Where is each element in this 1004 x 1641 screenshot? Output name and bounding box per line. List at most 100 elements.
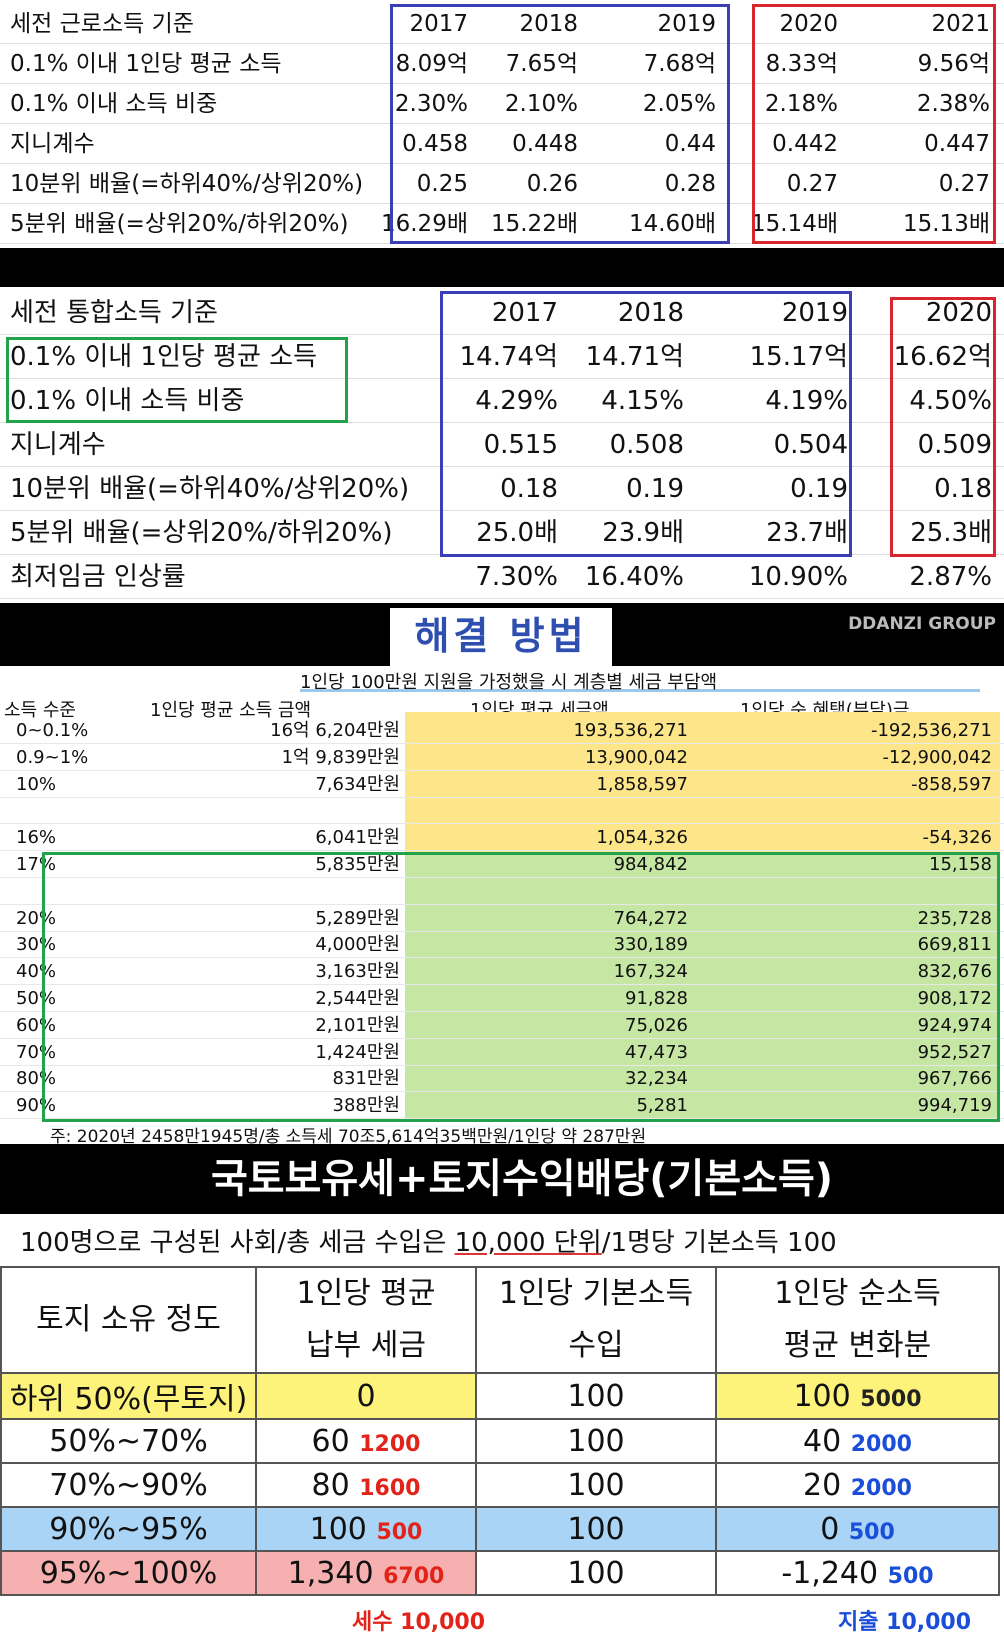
- cell: 70%~90%: [0, 1462, 257, 1508]
- cell: 0.509: [917, 430, 992, 460]
- column-header: 1인당 순소득 평균 변화분: [715, 1266, 1000, 1374]
- header-row: 세전 통합소득 기준 2017 2018 2019 2020: [0, 291, 1004, 335]
- cell: 0.19: [626, 474, 684, 504]
- footnote: 주: 2020년 2458만1945명/총 소득세 70조5,614억35백만원…: [50, 1127, 647, 1147]
- header-row: 토지 소유 정도 1인당 평균 납부 세금 1인당 기본소득 수입 1인당 순소득 평…: [0, 1266, 1000, 1374]
- subtitle-underlined: 10,000 단위: [454, 1228, 602, 1258]
- table-row: 40% 3,163만원 167,324 832,676: [0, 959, 1004, 986]
- cell: -54,326: [922, 827, 992, 849]
- cell: 6,041만원: [315, 827, 400, 849]
- cell: 17%: [16, 854, 57, 875]
- table-row: 지니계수 0.458 0.448 0.44 0.442 0.447: [0, 124, 1004, 164]
- cell-note: 1600: [359, 1475, 421, 1501]
- row-label: 10분위 배율(=하위40%/상위20%): [10, 171, 364, 197]
- cell: 908,172: [917, 988, 992, 1009]
- row-label: 지니계수: [10, 131, 95, 157]
- cell: 10%: [16, 773, 57, 795]
- cell-value: 80: [311, 1467, 350, 1503]
- header-line: 납부 세금: [306, 1328, 426, 1363]
- cell: 100: [475, 1462, 717, 1508]
- cell: 40 2000: [715, 1418, 1000, 1464]
- cell: 0~0.1%: [16, 720, 89, 741]
- header-row: 세전 근로소득 기준 2017 2018 2019 2020 2021: [0, 4, 1004, 44]
- table-row: 0.1% 이내 소득 비중 4.29% 4.15% 4.19% 4.50%: [0, 379, 1004, 423]
- cell-value: 40: [803, 1423, 842, 1459]
- table-row: 5분위 배율(=상위20%/하위20%) 16.29배 15.22배 14.60…: [0, 204, 1004, 244]
- cell: 4.50%: [909, 386, 992, 416]
- cell: 8.09억: [395, 51, 468, 77]
- table-subtitle: 1인당 100만원 지원을 가정했을 시 계층별 세금 부담액: [300, 668, 980, 693]
- row-label: 5분위 배율(=상위20%/하위20%): [10, 518, 393, 548]
- cell: 5,835만원: [315, 854, 400, 875]
- cell: 15.22배: [490, 211, 578, 237]
- cell: 0.18: [934, 474, 992, 504]
- cell: 25.3배: [910, 518, 992, 548]
- table-row: 30% 4,000만원 330,189 669,811: [0, 932, 1004, 959]
- cell: 90%~95%: [0, 1506, 257, 1552]
- cell: 0.458: [402, 131, 468, 157]
- table-row: 16% 6,041만원 1,054,326 -54,326: [0, 825, 1004, 852]
- table-row: [0, 798, 1004, 825]
- cell: 952,527: [917, 1041, 992, 1063]
- cell: 80 1600: [255, 1462, 477, 1508]
- cell: 16.29배: [380, 211, 468, 237]
- cell-note: 5000: [860, 1386, 922, 1412]
- cell-note: 2000: [850, 1431, 912, 1457]
- table-title: 세전 통합소득 기준: [10, 298, 218, 328]
- brand-watermark: DDANZI GROUP: [848, 614, 996, 634]
- row-label: 0.1% 이내 1인당 평균 소득: [10, 51, 282, 77]
- year-header: 2017: [491, 298, 558, 328]
- cell: 2.87%: [909, 562, 992, 592]
- cell: 15,158: [929, 854, 992, 875]
- cell: 100: [475, 1550, 717, 1596]
- cell: 40%: [16, 961, 57, 983]
- cell-note: 500: [848, 1519, 895, 1545]
- cell-value: 0: [820, 1511, 840, 1547]
- burden-highlight: [405, 712, 1000, 854]
- cell-note: 6700: [383, 1563, 445, 1589]
- basic-income-table: 토지 소유 정도 1인당 평균 납부 세금 1인당 기본소득 수입 1인당 순소득 평…: [0, 1266, 1000, 1596]
- cell: 2.38%: [916, 91, 990, 117]
- title-bar: 해결 방법 DDANZI GROUP: [0, 604, 1004, 666]
- cell: 832,676: [917, 961, 992, 983]
- row-label: 0.1% 이내 1인당 평균 소득: [10, 342, 318, 372]
- cell: 4.29%: [475, 386, 558, 416]
- cell-value: -1,240: [781, 1555, 879, 1591]
- cell: 0.9~1%: [16, 746, 89, 768]
- header-line: 평균 변화분: [783, 1328, 932, 1363]
- cell-value: 100: [309, 1511, 367, 1547]
- subtitle-text: /1명당 기본소득 100: [601, 1228, 837, 1258]
- row-label: 지니계수: [10, 430, 106, 460]
- table-subtitle: 100명으로 구성된 사회/총 세금 수입은 10,000 단위/1명당 기본소…: [20, 1222, 837, 1259]
- cell: 80%: [16, 1068, 57, 1090]
- cell: 8.33억: [765, 51, 838, 77]
- cell: 70%: [16, 1041, 57, 1063]
- cell: 13,900,042: [584, 746, 688, 768]
- row-label: 0.1% 이내 소득 비중: [10, 386, 245, 416]
- table-row: 80% 831만원 32,234 967,766: [0, 1066, 1004, 1093]
- cell: 100 5000: [715, 1372, 1000, 1420]
- cell-note: 500: [887, 1563, 934, 1589]
- cell: 2.05%: [642, 91, 716, 117]
- cell: 388만원: [332, 1095, 400, 1117]
- cell: 9.56억: [917, 51, 990, 77]
- row-label: 0.1% 이내 소득 비중: [10, 91, 218, 117]
- cell: 5,289만원: [315, 907, 400, 929]
- table-row: 20% 5,289만원 764,272 235,728: [0, 906, 1004, 932]
- cell: 3,163만원: [315, 961, 400, 983]
- column-header: 1인당 기본소득 수입: [475, 1266, 717, 1374]
- cell: 0 500: [715, 1506, 1000, 1552]
- table-row: 70% 1,424만원 47,473 952,527: [0, 1040, 1004, 1066]
- cell: 0.18: [500, 474, 558, 504]
- cell: 100: [475, 1418, 717, 1464]
- cell: 2,101만원: [315, 1014, 400, 1036]
- cell: 91,828: [625, 988, 688, 1009]
- tax-total: 세수 10,000: [352, 1610, 486, 1635]
- table-row: 0.1% 이내 1인당 평균 소득 14.74억 14.71억 15.17억 1…: [0, 335, 1004, 379]
- table-row: 10분위 배율(=하위40%/상위20%) 0.25 0.26 0.28 0.2…: [0, 164, 1004, 204]
- cell: 50%: [16, 988, 57, 1009]
- cell: 하위 50%(무토지): [0, 1372, 257, 1420]
- cell: 0.447: [924, 131, 990, 157]
- cell: 0.25: [416, 171, 468, 197]
- year-header: 2019: [657, 11, 716, 37]
